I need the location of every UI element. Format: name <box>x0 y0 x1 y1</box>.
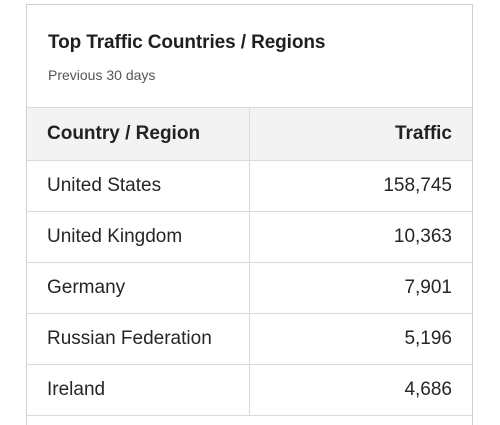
table-row: United Kingdom 10,363 <box>27 211 472 263</box>
traffic-cell: 5,196 <box>249 313 472 365</box>
traffic-cell: 7,901 <box>249 262 472 314</box>
table-row: Russian Federation 5,196 <box>27 313 472 365</box>
traffic-table: Country / Region Traffic United States 1… <box>27 107 472 416</box>
card-header: Top Traffic Countries / Regions Previous… <box>27 5 472 107</box>
traffic-cell: 4,686 <box>249 364 472 416</box>
table-row: Ireland 4,686 <box>27 364 472 416</box>
column-header-traffic[interactable]: Traffic <box>249 107 472 161</box>
traffic-card: Top Traffic Countries / Regions Previous… <box>26 4 473 425</box>
traffic-cell: 158,745 <box>249 160 472 212</box>
country-cell: United States <box>27 160 250 212</box>
traffic-cell: 10,363 <box>249 211 472 263</box>
country-cell: Ireland <box>27 364 250 416</box>
country-cell: Russian Federation <box>27 313 250 365</box>
country-cell: Germany <box>27 262 250 314</box>
card-subtitle: Previous 30 days <box>48 67 156 83</box>
card-title: Top Traffic Countries / Regions <box>48 32 326 53</box>
table-row: United States 158,745 <box>27 160 472 212</box>
table-row: Germany 7,901 <box>27 262 472 314</box>
country-cell: United Kingdom <box>27 211 250 263</box>
table-header-row: Country / Region Traffic <box>27 107 472 161</box>
column-header-country[interactable]: Country / Region <box>27 107 250 161</box>
